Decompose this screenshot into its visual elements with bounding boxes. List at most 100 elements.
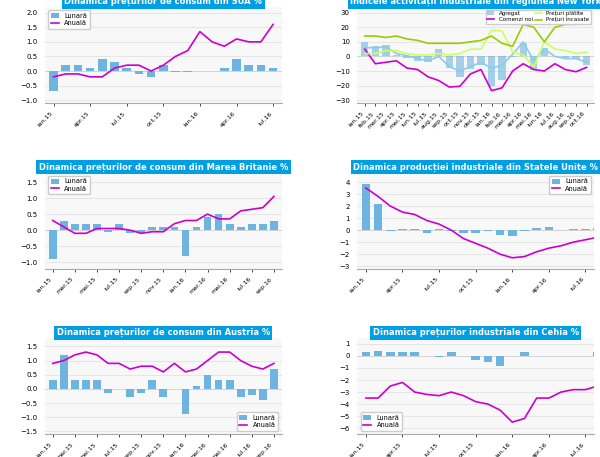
Bar xyxy=(520,43,527,56)
Bar xyxy=(71,224,79,230)
Bar xyxy=(410,229,419,230)
Bar xyxy=(60,355,68,389)
Bar xyxy=(134,71,143,74)
Bar xyxy=(270,369,278,389)
Bar xyxy=(472,230,480,233)
Bar xyxy=(237,227,245,230)
Bar xyxy=(362,185,370,230)
Bar xyxy=(545,227,553,230)
Legend: Lunară, Anuală: Lunară, Anuală xyxy=(549,176,590,194)
Bar xyxy=(49,380,56,389)
Title: Dinamica producției industriale din Statele Unite %: Dinamica producției industriale din Stat… xyxy=(353,163,598,172)
Bar xyxy=(232,59,241,71)
Bar xyxy=(541,48,548,56)
Bar xyxy=(226,224,233,230)
Bar xyxy=(371,46,379,56)
Bar xyxy=(98,59,107,71)
Title: Dinamica prețurilor de consum din Marea Britanie %: Dinamica prețurilor de consum din Marea … xyxy=(38,163,288,172)
Bar xyxy=(248,389,256,394)
Bar xyxy=(477,56,485,65)
Bar xyxy=(93,224,101,230)
Bar xyxy=(257,65,265,71)
Bar xyxy=(215,380,223,389)
Bar xyxy=(456,56,464,77)
Bar xyxy=(170,227,178,230)
Bar xyxy=(382,45,389,56)
Bar xyxy=(398,352,407,356)
Legend: Lunară, Anuală: Lunară, Anuală xyxy=(361,412,403,431)
Bar xyxy=(193,386,200,389)
Bar xyxy=(86,68,94,71)
Bar xyxy=(159,65,167,71)
Bar xyxy=(520,352,529,356)
Bar xyxy=(403,56,411,58)
Bar xyxy=(193,227,200,230)
Bar xyxy=(414,56,421,61)
Bar xyxy=(593,352,600,356)
Bar xyxy=(82,224,90,230)
Bar xyxy=(215,214,223,230)
Bar xyxy=(269,68,277,71)
Bar xyxy=(459,230,468,233)
Bar xyxy=(93,380,101,389)
Bar xyxy=(203,217,211,230)
Bar xyxy=(160,227,167,230)
Bar xyxy=(248,224,256,230)
Bar xyxy=(110,62,119,71)
Bar xyxy=(374,204,382,230)
Bar xyxy=(398,229,407,230)
Bar xyxy=(410,352,419,356)
Title: Indicele activității industriale din regiunea New York: Indicele activității industriale din reg… xyxy=(350,0,600,6)
Bar xyxy=(259,224,267,230)
Bar xyxy=(104,230,112,232)
Bar xyxy=(49,230,56,259)
Bar xyxy=(520,230,529,231)
Bar xyxy=(82,380,90,389)
Bar xyxy=(259,389,267,400)
Bar xyxy=(484,356,492,362)
Bar xyxy=(532,228,541,230)
Bar xyxy=(148,227,156,230)
Bar xyxy=(530,56,538,69)
Bar xyxy=(362,352,370,356)
Bar xyxy=(488,56,495,85)
Legend: Agregat, Comenzi noi, Prețuri plătite, Prețuri încasate: Agregat, Comenzi noi, Prețuri plătite, P… xyxy=(486,10,591,24)
Bar xyxy=(122,68,131,71)
Legend: Lunară, Anuală: Lunară, Anuală xyxy=(236,412,278,431)
Bar xyxy=(126,389,134,397)
Bar xyxy=(160,389,167,397)
Bar xyxy=(270,221,278,230)
Bar xyxy=(572,56,580,59)
Title: Dinamica prețurilor de consum din SUA %: Dinamica prețurilor de consum din SUA % xyxy=(64,0,262,6)
Bar xyxy=(104,389,112,393)
Bar xyxy=(422,230,431,233)
Bar xyxy=(581,229,590,230)
Legend: Lunară, Anuală: Lunară, Anuală xyxy=(49,176,90,194)
Bar xyxy=(184,71,192,73)
Bar xyxy=(244,65,253,71)
Bar xyxy=(562,56,569,59)
Bar xyxy=(435,229,443,230)
Bar xyxy=(472,356,480,360)
Bar xyxy=(499,56,506,80)
Bar xyxy=(386,352,395,356)
Bar xyxy=(49,71,58,91)
Bar xyxy=(446,56,453,68)
Bar xyxy=(137,389,145,393)
Bar xyxy=(148,380,156,389)
Bar xyxy=(226,380,233,389)
Bar xyxy=(182,230,190,256)
Bar xyxy=(374,351,382,356)
Bar xyxy=(220,68,229,71)
Bar xyxy=(137,230,145,234)
Bar xyxy=(467,56,474,69)
Bar xyxy=(115,224,123,230)
Bar xyxy=(361,42,368,56)
Bar xyxy=(171,71,180,73)
Bar xyxy=(569,229,578,230)
Bar xyxy=(424,56,432,62)
Bar xyxy=(74,65,82,71)
Legend: Lunară, Anuală: Lunară, Anuală xyxy=(49,10,90,29)
Bar xyxy=(182,389,190,414)
Bar xyxy=(147,71,155,77)
